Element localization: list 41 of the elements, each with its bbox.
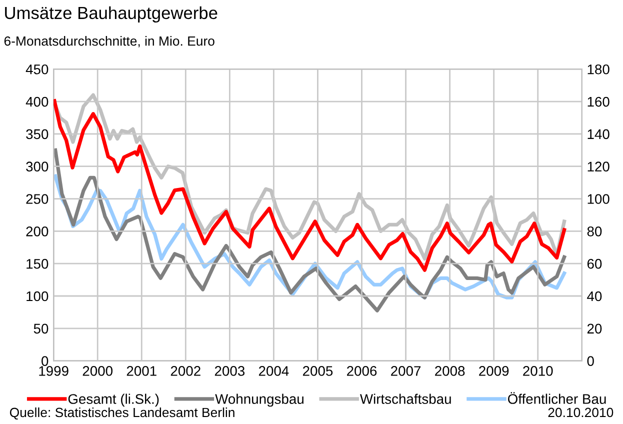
x-tick-label: 1999	[39, 366, 68, 376]
legend-label: Gesamt (li.Sk.)	[68, 394, 159, 407]
x-tick-label: 2005	[302, 366, 333, 376]
y-tick-label: 100	[26, 291, 48, 302]
x-tick-label: 2001	[126, 366, 156, 376]
source-note: Quelle: Statistisches Landesamt Berlin	[10, 407, 234, 420]
x-tick-label: 2002	[170, 366, 200, 376]
text: 20.10.2010	[548, 408, 614, 418]
x-tick-label: 2000	[82, 366, 113, 376]
y2-tick-label: 160	[588, 96, 610, 107]
legend-label: Wohnungsbau	[215, 394, 304, 407]
x-tick-label: 2003	[214, 366, 245, 376]
y-tick-label: 150	[26, 258, 48, 269]
x-tick-label: 2004	[258, 366, 289, 376]
y2-tick-label: 120	[588, 162, 610, 172]
y-tick-label: 50	[34, 324, 48, 334]
legend-label: Wirtschaftsbau	[360, 394, 451, 404]
x-tick-label: 2007	[391, 366, 421, 376]
y-tick-label: 200	[26, 226, 48, 236]
y-tick-label: 350	[26, 129, 48, 140]
y2-tick-label: 140	[588, 129, 610, 140]
y2-tick-label: 60	[587, 258, 602, 269]
x-tick-label: 2010	[523, 366, 553, 376]
legend-label: Öffentlicher Bau	[508, 392, 606, 404]
chart-title: Umsätze Bauhauptgewerbe	[5, 6, 218, 23]
y-tick-label: 300	[26, 162, 48, 172]
chart-subtitle: 6-Monatsdurchschnitte, in Mio. Euro	[4, 36, 214, 48]
y2-tick-label: 80	[587, 226, 602, 236]
y-tick-label: 250	[26, 194, 48, 204]
x-tick-label: 2008	[435, 366, 465, 376]
y2-tick-label: 20	[587, 324, 602, 334]
x-tick-label: 2006	[347, 366, 377, 376]
y2-tick-label: 180	[588, 64, 610, 74]
y2-tick-label: 100	[588, 194, 610, 204]
x-tick-label: 2009	[479, 366, 509, 376]
y-tick-label: 400	[26, 96, 48, 107]
y-tick-label: 0	[42, 356, 48, 366]
y2-tick-label: 0	[587, 356, 594, 366]
y-tick-label: 450	[26, 64, 48, 74]
line-series	[54, 148, 566, 312]
y2-tick-label: 40	[587, 291, 602, 302]
